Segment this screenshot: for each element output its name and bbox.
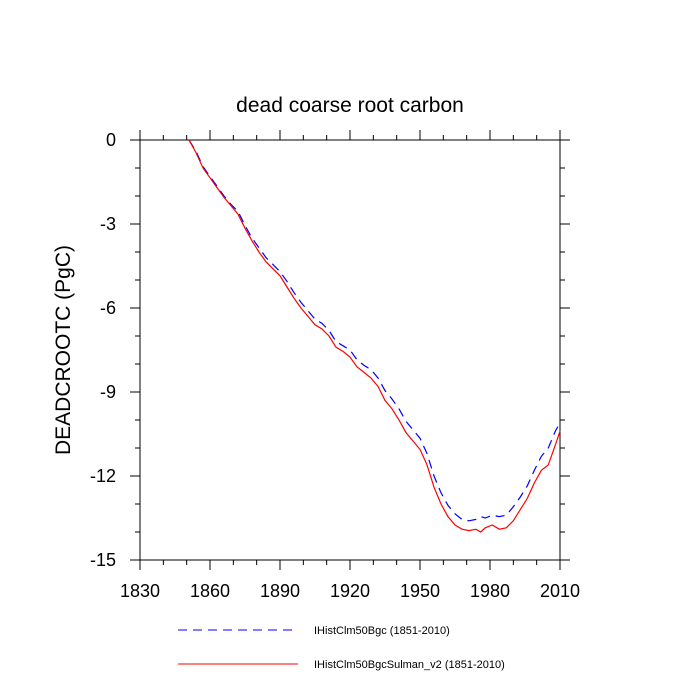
x-tick-label: 1980 <box>470 581 510 601</box>
series-line-2 <box>188 139 561 533</box>
y-tick-label: -3 <box>100 214 116 234</box>
series-line-1 <box>188 139 561 522</box>
x-tick-label: 1890 <box>260 581 300 601</box>
plot-frame <box>139 139 561 561</box>
legend-label-1: IHistClm50Bgc (1851-2010) <box>314 625 450 637</box>
x-tick-label: 1950 <box>400 581 440 601</box>
y-axis-label: DEADCROOTC (PgC) <box>52 245 75 455</box>
chart-title: dead coarse root carbon <box>236 94 464 117</box>
legend: IHistClm50Bgc (1851-2010) IHistClm50BgcSu… <box>178 625 505 671</box>
y-tick-label: -15 <box>90 550 116 570</box>
x-tick-label: 1920 <box>330 581 370 601</box>
y-tick-label: -12 <box>90 466 116 486</box>
series-layer <box>188 139 561 533</box>
x-tick-label: 1830 <box>120 581 160 601</box>
axis-tick-labels: 1830 1860 1890 1920 1950 1980 2010 0 -3 -6 -9 -12 -1… <box>90 130 580 601</box>
axis-ticks <box>130 130 570 570</box>
y-tick-label: -6 <box>100 298 116 318</box>
x-tick-label: 1860 <box>190 581 230 601</box>
y-tick-label: 0 <box>106 130 116 150</box>
x-tick-label: 2010 <box>540 581 580 601</box>
legend-label-2: IHistClm50BgcSulman_v2 (1851-2010) <box>314 659 505 671</box>
y-tick-label: -9 <box>100 382 116 402</box>
